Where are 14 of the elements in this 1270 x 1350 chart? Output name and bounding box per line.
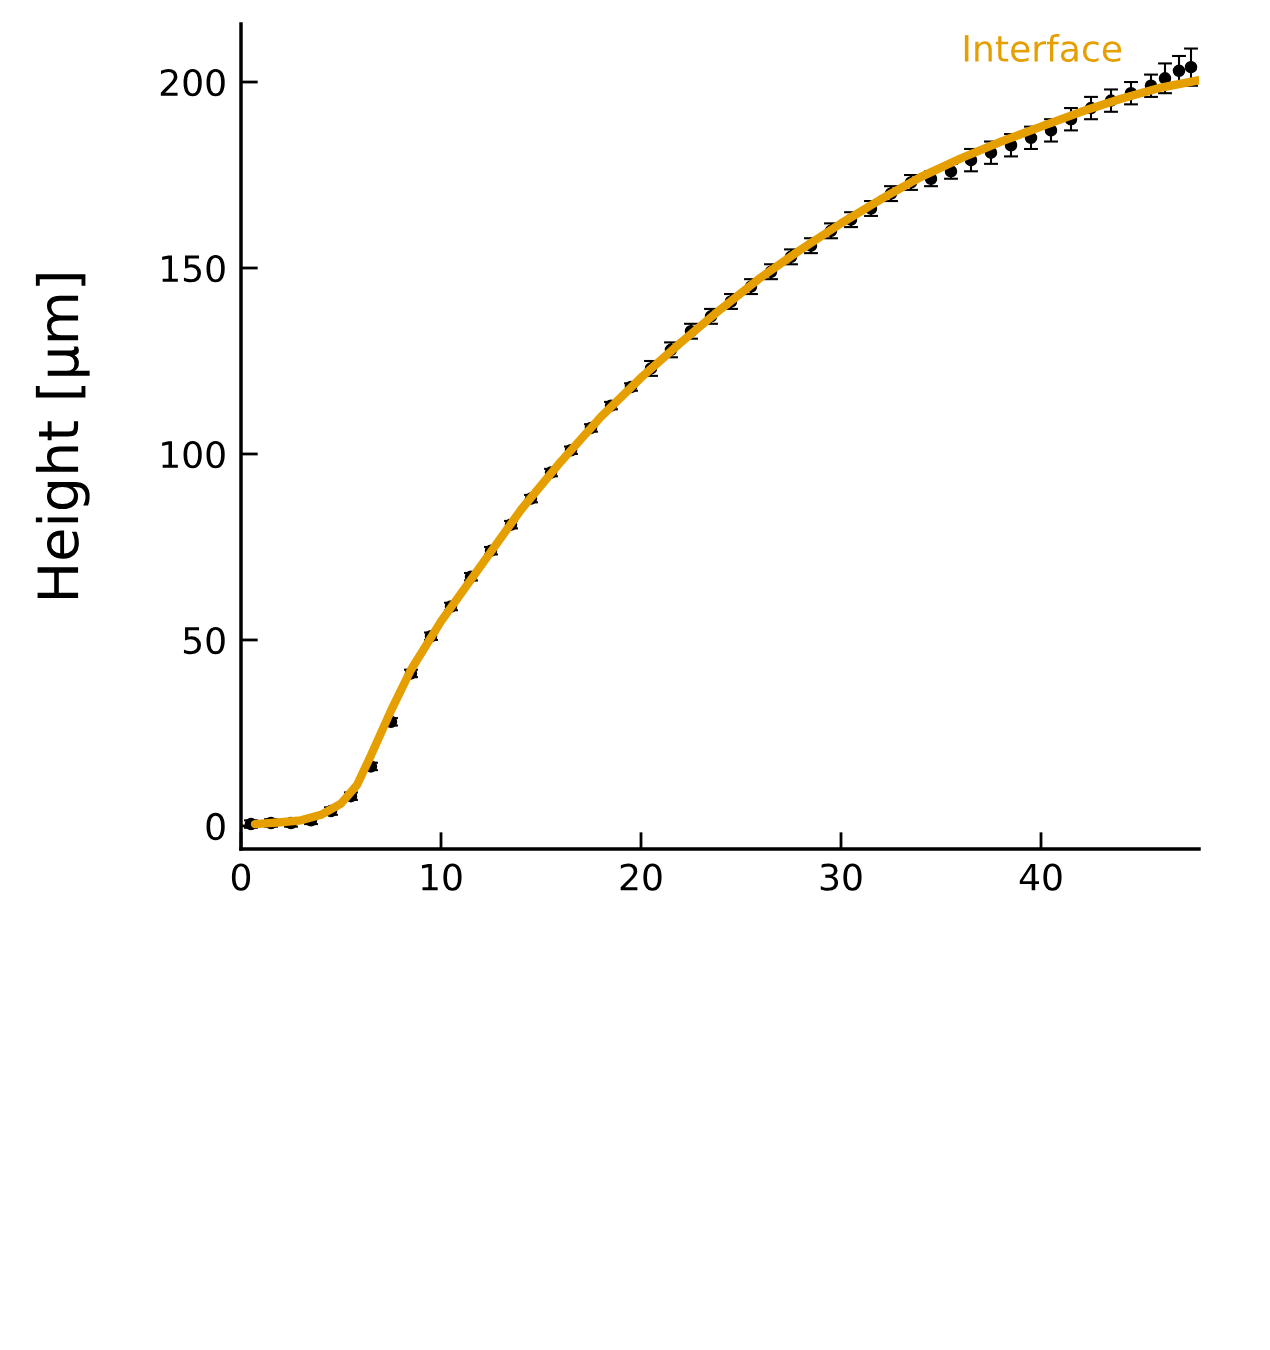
- y-axis-title: Height [μm]: [35, 274, 90, 599]
- x-tick-label: 10: [421, 863, 462, 891]
- series-label: Interface: [964, 34, 1122, 63]
- y-tick-label: 200: [160, 68, 225, 97]
- point: [1184, 60, 1198, 74]
- x-tick-label: 0: [231, 863, 251, 891]
- x-tick-label: 20: [620, 863, 662, 891]
- y-tick-label: 50: [183, 626, 225, 655]
- y-tick-label: 100: [162, 440, 225, 469]
- x-tick-label: 30: [820, 863, 862, 891]
- x-tick-label: 40: [1019, 863, 1062, 891]
- y-tick-label: 150: [162, 254, 225, 283]
- y-tick-label: 0: [206, 812, 225, 841]
- point: [1172, 64, 1186, 78]
